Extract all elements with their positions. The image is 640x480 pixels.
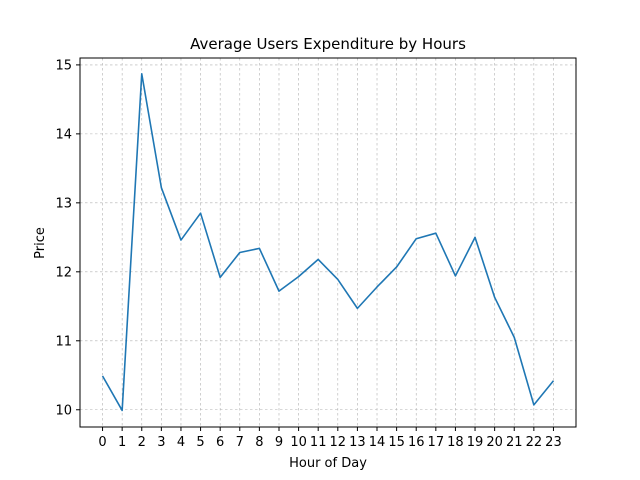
grid — [80, 58, 576, 427]
x-tick-label: 13 — [349, 435, 366, 450]
y-axis: 10 11 12 13 14 15 — [55, 58, 80, 418]
x-tick-label: 16 — [408, 435, 425, 450]
x-tick-label: 22 — [526, 435, 543, 450]
x-tick-label: 5 — [196, 435, 204, 450]
x-tick-label: 8 — [255, 435, 263, 450]
x-tick-label: 3 — [157, 435, 165, 450]
x-tick-label: 12 — [330, 435, 347, 450]
x-tick-label: 6 — [216, 435, 224, 450]
y-tick-label: 14 — [55, 127, 72, 142]
x-tick-label: 11 — [310, 435, 327, 450]
plot-frame — [79, 57, 577, 428]
x-tick-label: 4 — [177, 435, 185, 450]
x-tick-label: 18 — [447, 435, 464, 450]
y-axis-label: Price — [33, 227, 48, 259]
y-tick-label: 15 — [55, 58, 72, 73]
x-tick-label: 1 — [118, 435, 126, 450]
series-line — [101, 73, 555, 412]
x-tick-label: 10 — [290, 435, 307, 450]
x-tick-label: 21 — [506, 435, 523, 450]
x-axis-label: Hour of Day — [289, 456, 367, 471]
x-tick-label: 20 — [486, 435, 503, 450]
x-tick-label: 14 — [369, 435, 386, 450]
x-tick-label: 7 — [236, 435, 244, 450]
series-layer — [101, 73, 555, 412]
y-tick-label: 10 — [55, 403, 72, 418]
x-tick-label: 19 — [467, 435, 484, 450]
y-tick-label: 12 — [55, 265, 72, 280]
x-tick-label: 17 — [428, 435, 445, 450]
x-tick-label: 9 — [275, 435, 283, 450]
chart-title: Average Users Expenditure by Hours — [190, 35, 466, 53]
x-tick-label: 15 — [388, 435, 405, 450]
y-tick-label: 13 — [55, 196, 72, 211]
x-tick-label: 0 — [98, 435, 106, 450]
x-axis: 0 1 2 3 4 5 6 7 8 9 10 11 12 13 14 15 16 17 18 19 20 21 22 23 — [98, 427, 562, 450]
y-tick-label: 11 — [55, 334, 72, 349]
x-tick-label: 23 — [545, 435, 562, 450]
x-tick-label: 2 — [138, 435, 146, 450]
